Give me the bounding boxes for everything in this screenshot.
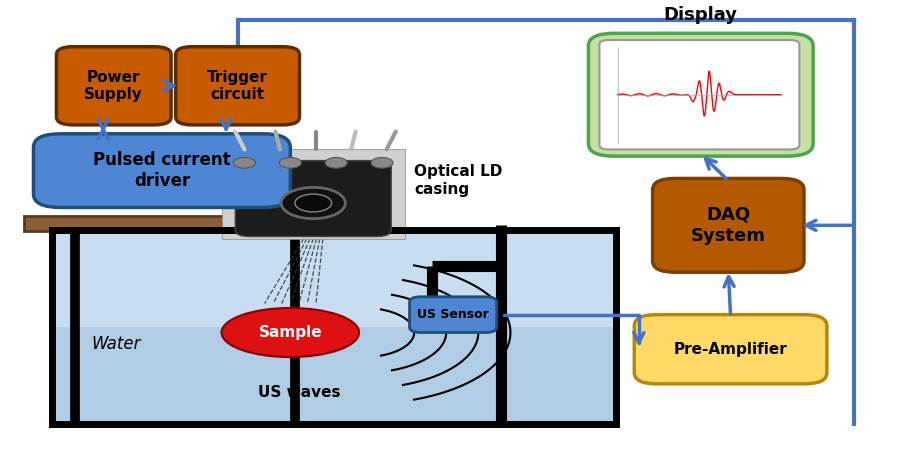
FancyBboxPatch shape bbox=[588, 33, 812, 156]
FancyBboxPatch shape bbox=[176, 47, 300, 125]
Text: Display: Display bbox=[663, 6, 737, 24]
Text: DAQ
System: DAQ System bbox=[690, 206, 765, 245]
FancyBboxPatch shape bbox=[51, 327, 615, 424]
Ellipse shape bbox=[221, 308, 358, 357]
FancyBboxPatch shape bbox=[33, 134, 290, 207]
Circle shape bbox=[370, 158, 392, 168]
Text: Pulsed current
driver: Pulsed current driver bbox=[93, 151, 231, 190]
FancyBboxPatch shape bbox=[599, 40, 799, 149]
FancyBboxPatch shape bbox=[633, 315, 826, 384]
Circle shape bbox=[279, 158, 301, 168]
Text: Optical LD
casing: Optical LD casing bbox=[414, 165, 502, 197]
Text: Power
Supply: Power Supply bbox=[85, 70, 143, 102]
Text: Water: Water bbox=[91, 335, 141, 353]
Circle shape bbox=[324, 158, 346, 168]
FancyBboxPatch shape bbox=[409, 297, 496, 333]
Text: US Sensor: US Sensor bbox=[417, 308, 489, 321]
Circle shape bbox=[281, 187, 345, 219]
Text: Trigger
circuit: Trigger circuit bbox=[207, 70, 267, 102]
Circle shape bbox=[233, 158, 255, 168]
Circle shape bbox=[295, 194, 331, 212]
FancyBboxPatch shape bbox=[51, 230, 615, 424]
FancyBboxPatch shape bbox=[221, 149, 404, 239]
Text: US waves: US waves bbox=[258, 385, 340, 400]
FancyBboxPatch shape bbox=[56, 47, 171, 125]
Text: Pre-Amplifier: Pre-Amplifier bbox=[673, 342, 787, 357]
FancyBboxPatch shape bbox=[652, 179, 803, 272]
FancyBboxPatch shape bbox=[235, 161, 391, 237]
Text: Sample: Sample bbox=[258, 325, 322, 340]
FancyBboxPatch shape bbox=[24, 216, 349, 231]
